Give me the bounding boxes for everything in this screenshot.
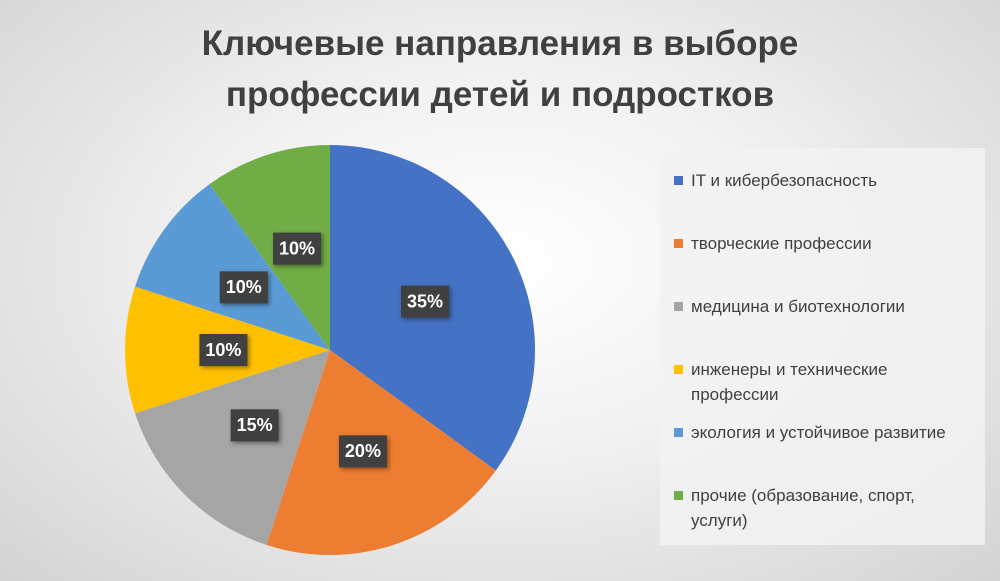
legend-item: прочие (образование, спорт, услуги) [674,483,975,546]
label-box [219,271,268,304]
legend-swatch [674,302,683,311]
legend-swatch [674,176,683,185]
legend-label: экология и устойчивое развитие [691,423,946,442]
legend: IT и кибербезопасность творческие професс… [660,148,985,545]
legend-label: творческие профессии [691,234,872,253]
data-label: 10% [279,238,315,258]
data-label: 20% [345,441,381,461]
legend-label: прочие (образование, спорт, услуги) [691,486,915,530]
pie-slice [135,184,330,350]
legend-item: творческие профессии [674,231,975,294]
label-box [230,409,279,442]
legend-item: экология и устойчивое развитие [674,420,975,483]
legend-label: IT и кибербезопасность [691,171,877,190]
chart-title: Ключевые направления в выборе профессии … [201,24,799,114]
legend-swatch [674,428,683,437]
data-label: 10% [205,340,241,360]
data-label: 35% [407,291,443,311]
pie-slice [209,145,330,350]
label-box [338,435,387,468]
legend-label: инженеры и технические профессии [691,360,888,404]
data-label: 15% [237,415,273,435]
legend-swatch [674,365,683,374]
legend-item: инженеры и технические профессии [674,357,975,420]
legend-label: медицина и биотехнологии [691,297,905,316]
legend-swatch [674,239,683,248]
data-label: 10% [226,277,262,297]
legend-item: медицина и биотехнологии [674,294,975,357]
legend-swatch [674,491,683,500]
label-box [400,285,449,318]
label-box [273,232,322,265]
legend-item: IT и кибербезопасность [674,168,975,231]
pie-slice [135,350,330,545]
label-box [199,334,248,366]
